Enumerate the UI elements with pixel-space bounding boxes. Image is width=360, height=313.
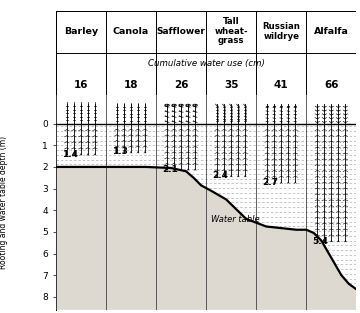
Text: Canola: Canola [113, 27, 149, 36]
Text: Rooting and water table depth (m): Rooting and water table depth (m) [0, 136, 8, 269]
Text: 5.4: 5.4 [312, 238, 328, 246]
Text: 18: 18 [124, 80, 138, 90]
Text: Water table: Water table [211, 215, 260, 224]
Polygon shape [56, 167, 356, 310]
Text: Safflower: Safflower [157, 27, 206, 36]
Text: 2.1: 2.1 [162, 165, 178, 174]
FancyBboxPatch shape [56, 11, 356, 95]
Text: 41: 41 [274, 80, 289, 90]
Text: 66: 66 [324, 80, 339, 90]
Text: 35: 35 [224, 80, 238, 90]
Text: Alfalfa: Alfalfa [314, 27, 349, 36]
Text: 2.4: 2.4 [212, 171, 228, 180]
Text: 2.7: 2.7 [262, 178, 278, 187]
Text: Tall
wheat-
grass: Tall wheat- grass [214, 17, 248, 45]
Text: 26: 26 [174, 80, 188, 90]
Text: 16: 16 [73, 80, 88, 90]
Text: 1.3: 1.3 [112, 147, 128, 156]
Text: Russian
wildrye: Russian wildrye [262, 22, 300, 41]
Text: 1.4: 1.4 [62, 150, 78, 159]
Text: Cumulative water use (cm): Cumulative water use (cm) [148, 59, 265, 68]
Text: Barley: Barley [64, 27, 98, 36]
